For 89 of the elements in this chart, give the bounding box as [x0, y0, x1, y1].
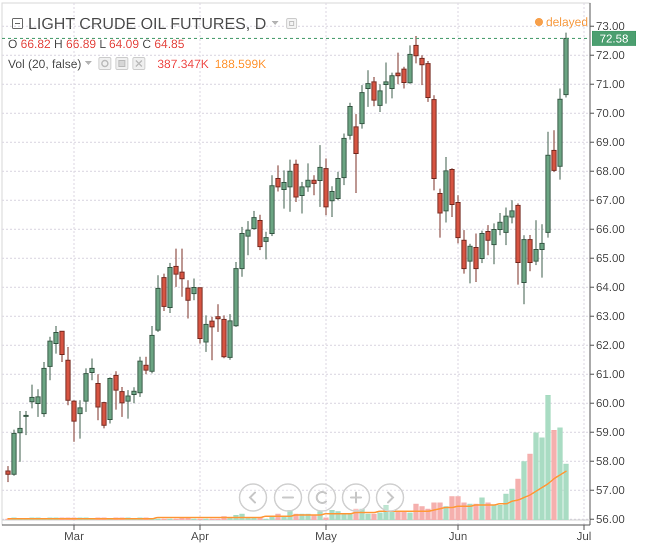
candlestick	[407, 44, 413, 84]
candlestick	[83, 368, 89, 412]
candlestick	[473, 233, 479, 282]
candlestick	[77, 400, 83, 440]
candlestick	[437, 188, 443, 238]
x-tick-label: May	[315, 531, 338, 543]
x-tick-label: Mar	[64, 531, 84, 543]
bar	[527, 454, 533, 520]
candlestick	[515, 202, 521, 286]
candlestick	[365, 70, 371, 108]
annotation: 387.347K	[157, 57, 209, 71]
candlestick	[89, 358, 95, 381]
candlestick	[251, 210, 257, 230]
candlestick	[311, 174, 317, 196]
candlestick	[521, 234, 527, 305]
bar	[407, 512, 413, 520]
candlestick	[149, 326, 155, 374]
bar	[551, 430, 557, 520]
candlestick	[269, 174, 275, 237]
x-tick-label: Jul	[576, 531, 592, 543]
candlestick	[461, 230, 467, 274]
candlestick	[413, 36, 419, 64]
bar	[515, 478, 521, 520]
candlestick	[263, 231, 269, 260]
candlestick	[113, 370, 119, 410]
candlestick	[479, 230, 485, 264]
y-tick-label: 58.00	[596, 456, 625, 468]
candlestick	[359, 84, 365, 130]
candlestick	[551, 130, 557, 173]
candlestick	[353, 114, 359, 194]
candlestick	[125, 390, 131, 420]
bar	[371, 514, 377, 520]
candlestick	[431, 94, 437, 191]
candlestick	[371, 76, 377, 107]
candlestick	[443, 156, 449, 224]
candlestick	[563, 32, 569, 98]
y-tick-label: 59.00	[596, 427, 625, 440]
y-tick-label: 71.00	[596, 79, 625, 92]
annotation: delayed	[546, 15, 588, 29]
x-tick-label: Apr	[191, 531, 210, 543]
y-tick-label: 62.00	[596, 340, 625, 352]
candlestick	[107, 376, 113, 424]
candlestick	[161, 273, 167, 312]
bar	[521, 461, 527, 520]
candlestick	[545, 131, 551, 238]
candlestick	[23, 410, 29, 436]
candlestick	[485, 224, 491, 256]
candlestick	[275, 164, 281, 192]
candlestick	[467, 243, 473, 284]
candlestick	[527, 234, 533, 272]
candlestick	[59, 330, 65, 363]
y-tick-label: 67.00	[596, 195, 625, 208]
annotation: O 66.82 H 66.89 L 64.09 C 64.85	[8, 37, 185, 51]
candlestick	[197, 286, 203, 344]
y-tick-label: 65.00	[596, 253, 625, 266]
candlestick	[203, 314, 209, 352]
candlestick	[557, 88, 563, 180]
y-tick-label: 66.00	[596, 224, 625, 236]
y-tick-label: 69.00	[596, 137, 625, 150]
x-tick-label: Jun	[448, 531, 468, 543]
candlestick	[5, 466, 11, 483]
ref-line-label: 72.58	[600, 33, 628, 46]
y-tick-label: 73.00	[596, 21, 625, 34]
candlestick	[347, 102, 353, 140]
candlestick	[143, 356, 149, 375]
candlestick	[185, 280, 191, 320]
y-tick-label: 56.00	[596, 514, 625, 526]
text: LIGHT CRUDE OIL FUTURES, D	[28, 16, 266, 33]
candlestick	[293, 159, 299, 202]
annotation: 188.599K	[214, 57, 266, 71]
y-tick-label: 60.00	[596, 398, 625, 410]
y-tick-label: 57.00	[596, 485, 625, 498]
candlestick	[167, 262, 173, 314]
y-tick-label: 70.00	[596, 108, 625, 120]
candlestick	[341, 133, 347, 186]
chart-title: Vol (20, false)	[8, 57, 82, 71]
y-tick-label: 61.00	[596, 369, 625, 382]
y-tick-label: 72.00	[596, 50, 625, 62]
candlestick	[191, 278, 197, 301]
candlestick	[317, 144, 323, 208]
candlestick	[155, 274, 161, 332]
candlestick	[323, 158, 329, 216]
candlestick	[209, 316, 215, 361]
y-tick-label: 63.00	[596, 311, 625, 324]
y-tick-label: 68.00	[596, 166, 625, 178]
y-tick-label: 64.00	[596, 282, 625, 294]
candlestick	[377, 84, 383, 113]
candlestick	[119, 386, 125, 418]
candlestick	[257, 214, 263, 251]
